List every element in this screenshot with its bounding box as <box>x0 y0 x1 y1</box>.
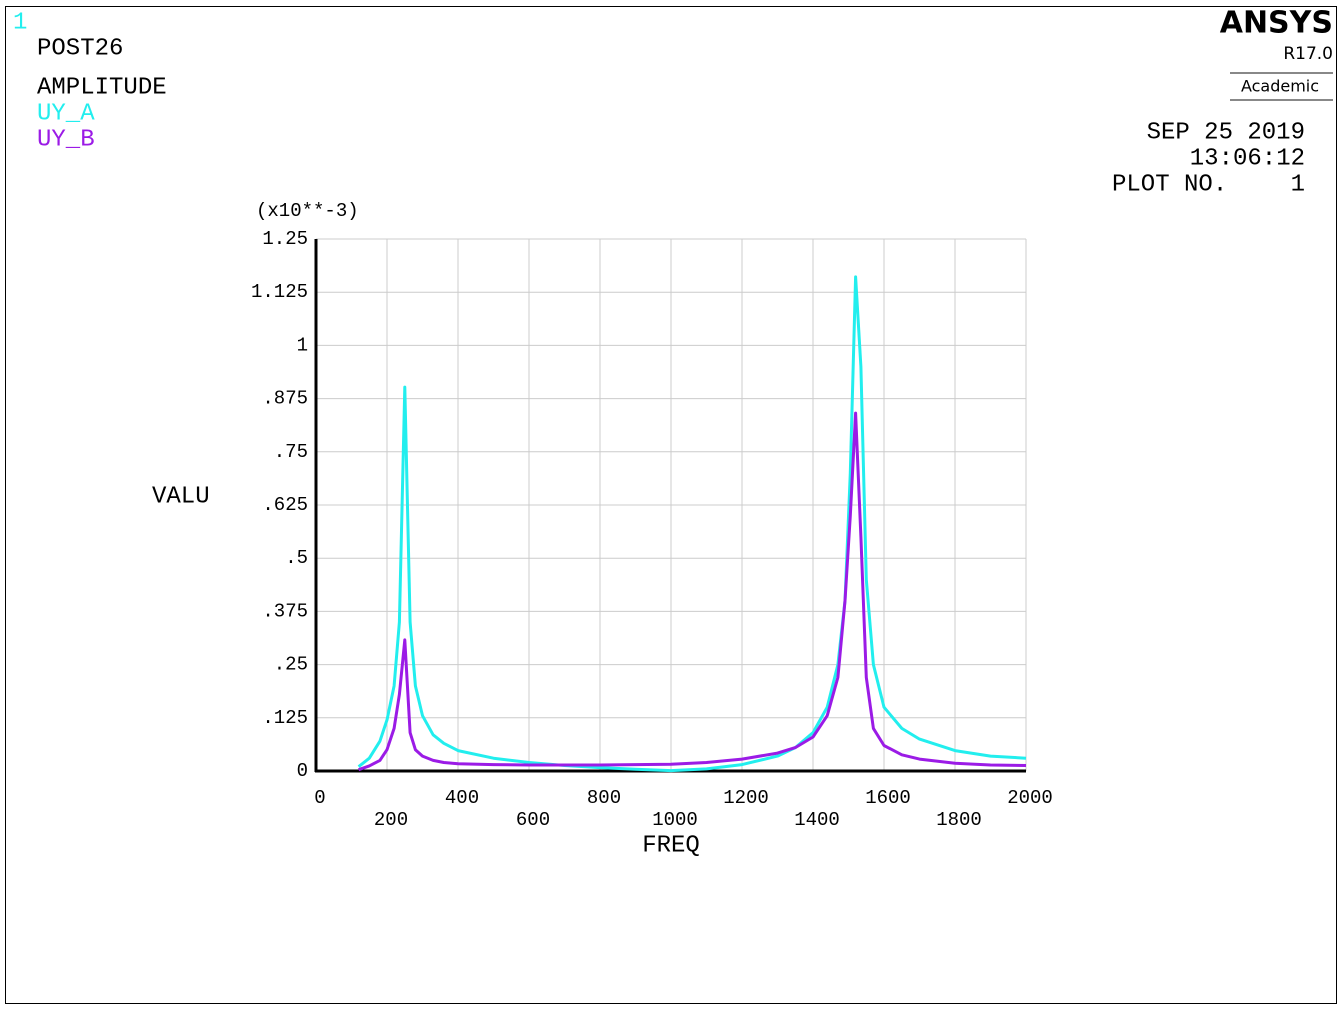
plot-number: 1 <box>1291 171 1305 198</box>
y-tick-label: 1.125 <box>251 281 308 303</box>
y-multiplier: (x10**-3) <box>256 200 359 222</box>
x-axis-label: FREQ <box>642 832 700 859</box>
x-tick-label: 1400 <box>794 809 840 831</box>
y-axis-label: VALU <box>152 483 210 510</box>
x-tick-label: 1600 <box>865 787 911 809</box>
x-tick-label: 1000 <box>652 809 698 831</box>
y-tick-label: .5 <box>285 547 308 569</box>
x-tick-label: 600 <box>516 809 550 831</box>
edition: Academic <box>1241 77 1319 96</box>
plot-label: PLOT NO. <box>1112 171 1227 198</box>
y-tick-label: .625 <box>262 494 308 516</box>
x-tick-label: 400 <box>445 787 479 809</box>
legend-entry: UY_B <box>37 126 95 153</box>
x-tick-label: 800 <box>587 787 621 809</box>
frame <box>5 6 1337 1004</box>
x-tick-label: 200 <box>374 809 408 831</box>
logo: ANSYS <box>1220 6 1333 41</box>
y-tick-label: 1.25 <box>262 228 308 250</box>
data-line <box>357 275 1027 773</box>
y-tick-label: .375 <box>262 600 308 622</box>
date: SEP 25 2019 <box>1147 119 1305 146</box>
release: R17.0 <box>1283 44 1333 64</box>
chart-title: POST26 <box>37 35 123 62</box>
x-tick-label: 0 <box>314 787 325 809</box>
y-tick-label: .75 <box>274 441 308 463</box>
x-tick-label: 1800 <box>936 809 982 831</box>
y-tick-label: 0 <box>297 760 308 782</box>
y-tick-label: .25 <box>274 654 308 676</box>
x-tick-label: 1200 <box>723 787 769 809</box>
y-tick-label: 1 <box>297 334 308 356</box>
x-tick-label: 2000 <box>1007 787 1053 809</box>
chart-subtitle: AMPLITUDE <box>37 74 167 101</box>
legend-entry: UY_A <box>37 100 95 127</box>
y-tick-label: .875 <box>262 388 308 410</box>
window-number: 1 <box>13 9 27 36</box>
data-line <box>358 411 1027 772</box>
time: 13:06:12 <box>1190 145 1305 172</box>
y-tick-label: .125 <box>262 707 308 729</box>
